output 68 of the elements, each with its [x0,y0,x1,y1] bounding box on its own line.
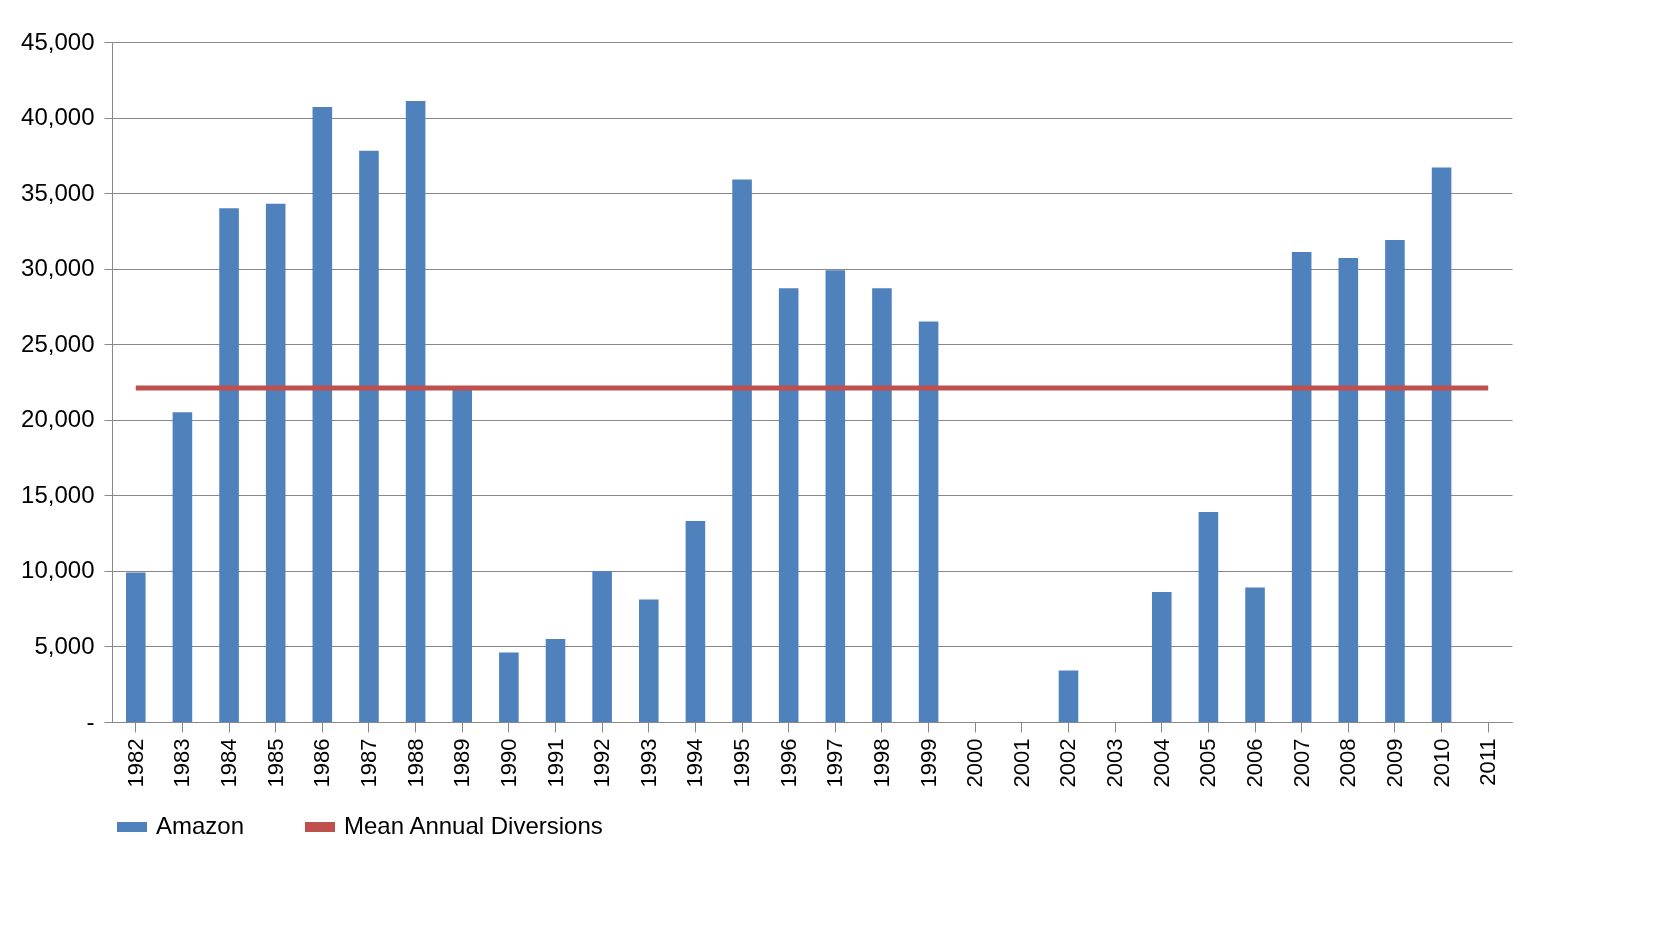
bar [499,652,519,722]
x-tick-label: 1994 [682,738,708,788]
bar [359,150,379,722]
x-tick-label: 2004 [1148,738,1174,788]
y-tick-label: 40,000 [21,103,95,131]
y-tick-label: 10,000 [21,556,95,584]
x-tick-label: 1985 [262,738,288,788]
bar [685,521,706,722]
x-tick-label: 1983 [169,738,195,788]
x-tick-label: 1988 [402,738,428,788]
bar [1338,258,1359,722]
x-tick-label: 1992 [589,738,615,788]
x-tick-label: 1995 [729,738,755,788]
x-tick-label: 2002 [1055,738,1081,788]
bar [1385,239,1405,722]
x-tick-label: 2006 [1242,738,1268,788]
bar [1291,252,1312,722]
x-tick-label: 1984 [216,738,242,788]
x-tick-label: 2009 [1381,738,1407,788]
y-tick-label: 20,000 [21,405,95,433]
x-tick-label: 2011 [1475,738,1501,786]
x-tick-label: 2001 [1008,738,1034,788]
x-tick-label: 1993 [635,738,661,788]
y-tick-label: 45,000 [21,27,95,55]
x-tick-label: 2008 [1335,738,1361,788]
bar [125,572,146,722]
bar [172,412,193,722]
bar [918,321,939,722]
bar [1198,511,1219,722]
x-tick-label: 1998 [868,738,894,788]
bar [778,288,799,722]
x-tick-label: 1999 [915,738,941,788]
x-tick-label: 2000 [962,738,988,788]
bar [1431,167,1452,722]
legend-label: Mean Annual Diversions [344,812,603,839]
x-tick-label: 2010 [1428,738,1454,788]
x-tick-label: 1991 [542,738,568,788]
bar [825,270,846,722]
bar [872,288,892,722]
bar [1058,670,1079,722]
bar [592,570,612,722]
x-tick-label: 1987 [355,738,381,788]
y-tick-label: - [86,707,95,735]
y-tick-label: 35,000 [21,178,95,206]
x-tick-label: 1990 [495,738,521,788]
y-tick-label: 15,000 [21,480,95,508]
x-tick-label: 2005 [1195,738,1221,788]
x-tick-label: 1982 [122,738,148,788]
x-tick-label: 2003 [1102,738,1128,788]
y-tick-label: 25,000 [21,329,95,357]
bar [452,389,473,722]
y-tick-label: 30,000 [21,254,95,282]
bar [732,179,752,722]
bar [219,208,239,722]
legend-label: Amazon [156,812,245,839]
bar [1245,587,1265,722]
x-tick-label: 1996 [775,738,801,788]
bar [638,599,659,722]
bar [405,100,426,722]
bar [312,106,333,722]
x-tick-label: 2007 [1288,738,1314,788]
x-tick-label: 1989 [449,738,475,788]
y-tick-label: 5,000 [34,631,95,659]
x-tick-label: 1986 [309,738,335,788]
bar [265,203,286,722]
x-tick-label: 1997 [822,738,848,788]
bar [545,638,566,722]
bar [1151,592,1172,722]
